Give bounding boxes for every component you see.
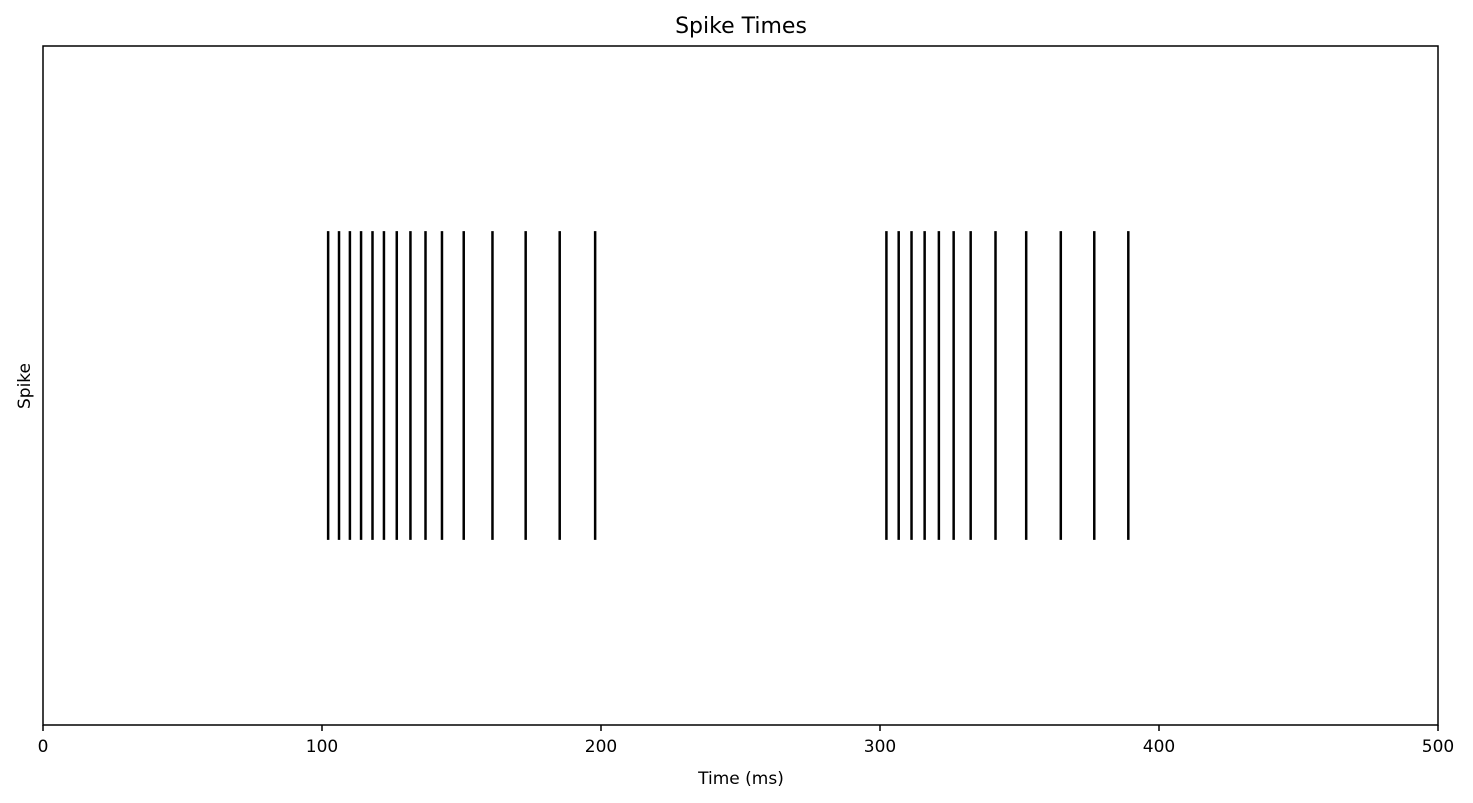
plot-frame xyxy=(42,45,1439,726)
x-tick-label: 0 xyxy=(38,737,49,757)
y-axis-label: Spike xyxy=(15,363,35,409)
events-group xyxy=(326,231,1130,540)
x-tick-label: 100 xyxy=(306,737,338,757)
chart-title: Spike Times xyxy=(675,14,807,39)
x-axis-label: Time (ms) xyxy=(697,769,784,789)
x-tick-label: 300 xyxy=(864,737,896,757)
x-tick-label: 500 xyxy=(1422,737,1454,757)
x-tick-label: 200 xyxy=(585,737,617,757)
x-axis-ticks: 0 100 200 300 400 500 xyxy=(38,725,1454,757)
x-tick-label: 400 xyxy=(1143,737,1175,757)
